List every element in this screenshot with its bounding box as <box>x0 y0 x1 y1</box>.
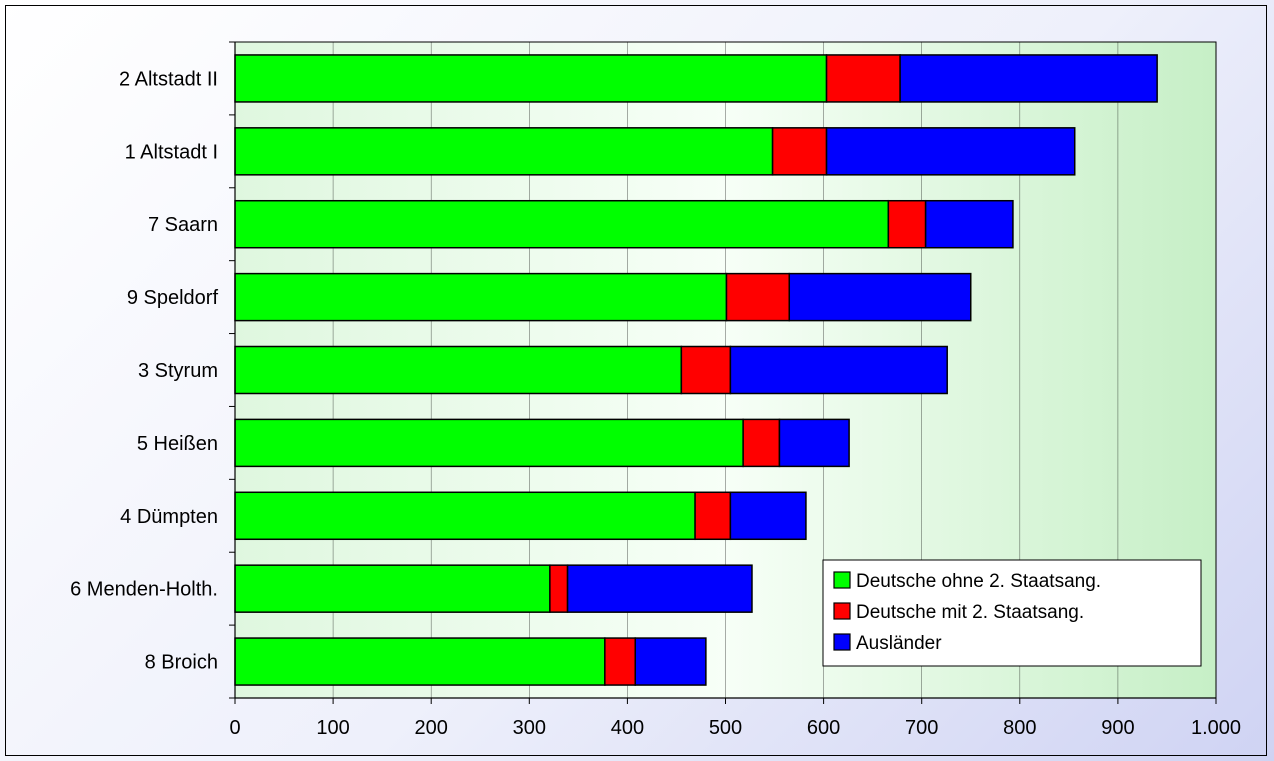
bar-segment <box>729 345 948 395</box>
axes <box>229 41 1217 704</box>
category-label: 7 Saarn <box>148 214 218 236</box>
bar-segment <box>725 272 791 322</box>
legend-label: Deutsche ohne 2. Staatsang. <box>856 571 1101 592</box>
bar-segment <box>234 199 890 249</box>
x-tick-label: 900 <box>1101 717 1134 739</box>
x-tick-label: 500 <box>709 717 742 739</box>
bar-segment <box>566 564 753 613</box>
x-tick-label: 0 <box>229 717 240 739</box>
bar-segment <box>234 272 728 322</box>
x-tick-label: 1.000 <box>1191 717 1241 739</box>
x-tick-label: 100 <box>316 717 349 739</box>
category-label: 3 Styrum <box>138 360 218 382</box>
x-tick-label: 300 <box>513 717 546 739</box>
x-tick-labels: 0 100 200 300 400 500 600 700 800 900 1.000 <box>229 717 1241 739</box>
bar-segment <box>887 199 927 249</box>
legend-label: Deutsche mit 2. Staatsang. <box>856 602 1084 623</box>
x-tick-label: 400 <box>611 717 644 739</box>
legend-swatch <box>833 602 851 620</box>
bar-segment <box>234 564 551 613</box>
bar-segment <box>825 127 1076 176</box>
category-label: 4 Dümpten <box>120 506 218 528</box>
bar-segment <box>924 199 1014 249</box>
bar-segment <box>742 418 781 468</box>
legend: Deutsche ohne 2. Staatsang. Deutsche mit … <box>822 559 1202 667</box>
legend-box <box>822 559 1202 667</box>
x-tick-label: 600 <box>807 717 840 739</box>
bar-segment <box>778 418 850 468</box>
x-tick-label: 800 <box>1003 717 1036 739</box>
bar-segment <box>234 637 606 686</box>
legend-label: Ausländer <box>856 633 942 654</box>
category-label: 6 Menden-Holth. <box>70 579 218 601</box>
bars <box>234 54 1158 686</box>
category-label: 8 Broich <box>145 652 218 674</box>
chart-frame <box>5 5 1267 756</box>
bar-segment <box>694 491 732 541</box>
bar-segment <box>729 491 807 541</box>
category-label: 1 Altstadt I <box>125 141 218 163</box>
category-label: 2 Altstadt II <box>119 68 218 90</box>
legend-swatch <box>833 633 851 651</box>
bar-segment <box>234 54 828 103</box>
bar-segment <box>680 345 732 395</box>
legend-swatch <box>833 571 851 589</box>
x-tick-label: 200 <box>415 717 448 739</box>
bar-segment <box>234 127 774 176</box>
bar-segment <box>549 564 569 613</box>
bar-segment <box>234 345 683 395</box>
bar-segment <box>234 491 696 541</box>
x-tick-label: 700 <box>905 717 938 739</box>
bar-segment <box>604 637 636 686</box>
bar-segment <box>234 418 744 468</box>
category-label: 5 Heißen <box>137 433 218 455</box>
bar-segment <box>825 54 901 103</box>
category-labels: 2 Altstadt II 1 Altstadt I 7 Saarn 9 Speldo… <box>70 68 218 673</box>
bar-segment <box>634 637 707 686</box>
bar-segment <box>788 272 972 322</box>
bar-segment <box>899 54 1158 103</box>
bar-segment <box>771 127 828 176</box>
category-label: 9 Speldorf <box>127 287 219 309</box>
